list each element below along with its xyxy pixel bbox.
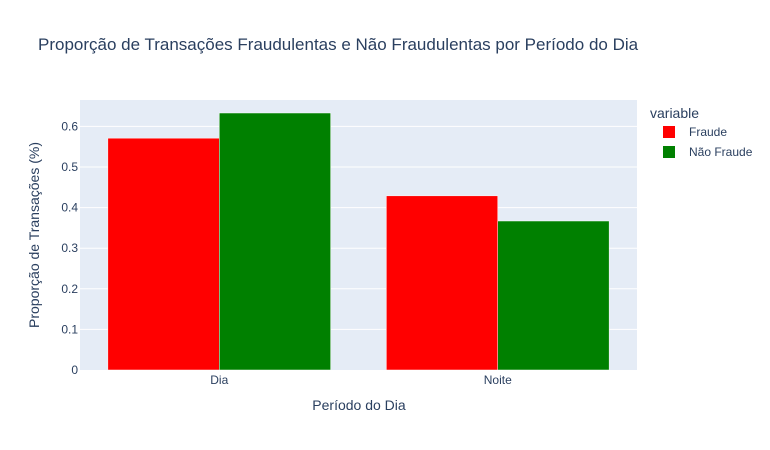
y-tick-label: 0.6: [61, 119, 78, 133]
legend: variable Fraude Não Fraude: [650, 105, 753, 159]
y-tick-label: 0: [71, 363, 78, 377]
legend-swatch: [663, 126, 675, 138]
bar-fraude-noite: [386, 195, 499, 371]
y-axis-ticks: 0 0.1 0.2 0.3 0.4 0.5 0.6: [61, 119, 78, 377]
x-axis-ticks: Dia Noite: [210, 373, 512, 387]
legend-title: variable: [650, 105, 699, 121]
bars: [107, 112, 610, 371]
legend-label: Não Fraude: [689, 145, 753, 159]
bar-nao-fraude-noite: [497, 220, 610, 371]
x-axis-title: Período do Dia: [312, 397, 406, 413]
y-tick-label: 0.5: [61, 160, 78, 174]
bar-nao-fraude-dia: [219, 112, 331, 371]
y-axis-title: Proporção de Transações (%): [26, 142, 42, 328]
x-tick-label: Dia: [210, 373, 228, 387]
y-tick-label: 0.3: [61, 241, 78, 255]
y-tick-label: 0.2: [61, 282, 78, 296]
legend-label: Fraude: [689, 125, 727, 139]
legend-swatch: [663, 146, 675, 158]
chart-title: Proporção de Transações Fraudulentas e N…: [38, 35, 639, 54]
x-tick-label: Noite: [484, 373, 512, 387]
bar-fraude-dia: [107, 137, 220, 371]
y-tick-label: 0.1: [61, 322, 78, 336]
y-tick-label: 0.4: [61, 201, 78, 215]
